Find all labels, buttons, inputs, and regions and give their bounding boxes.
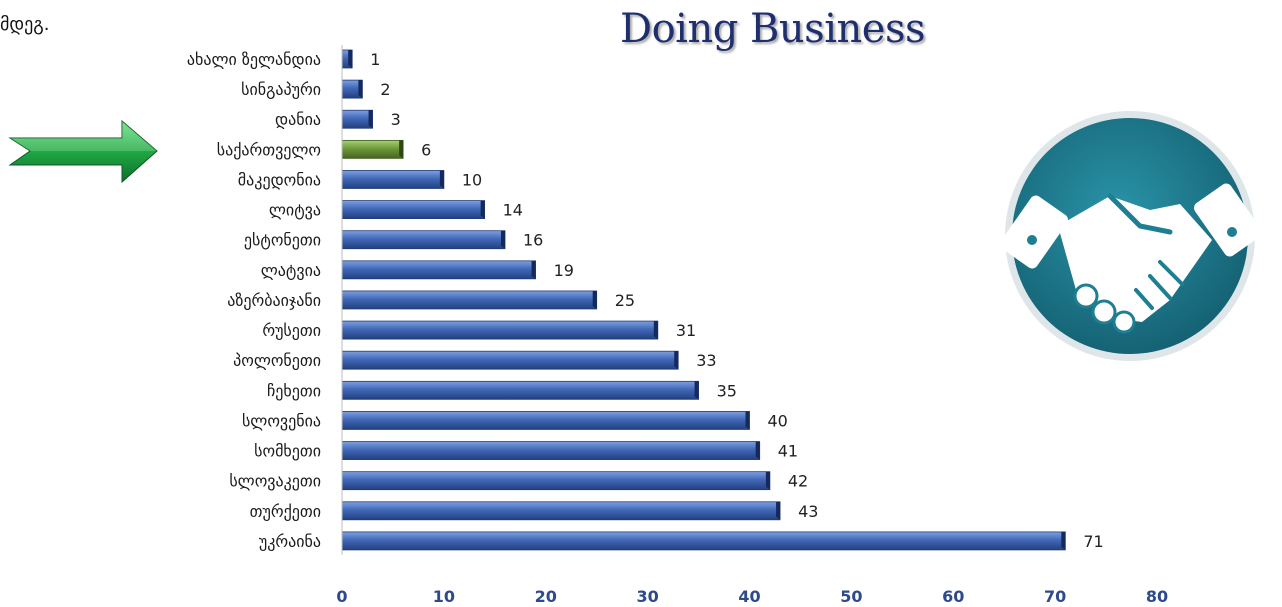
value-label: 2	[380, 80, 390, 99]
category-label: მაკედონია	[238, 170, 321, 189]
category-label: უკრაინა	[259, 532, 321, 551]
x-tick-label: 60	[942, 587, 964, 606]
bar-end-bevel	[368, 110, 373, 129]
bar-17	[341, 531, 1066, 551]
x-tick-label: 0	[336, 587, 347, 606]
bar-13	[341, 411, 750, 430]
x-tick-label: 40	[738, 587, 760, 606]
handshake-icon	[999, 111, 1263, 361]
category-labels: ახალი ზელანდია სინგაპური დანია საქართველო მა…	[187, 50, 321, 551]
category-label: რუსეთი	[262, 321, 321, 340]
value-label: 40	[768, 411, 788, 430]
bar-7	[341, 230, 506, 250]
bar-end-bevel	[439, 170, 444, 189]
bar-9	[341, 290, 598, 310]
category-label: პოლონეთი	[233, 351, 321, 370]
bar-12	[341, 380, 699, 400]
bar-end-bevel	[348, 50, 353, 68]
category-label: სომხეთი	[254, 442, 321, 461]
category-label: ახალი ზელანდია	[187, 50, 321, 69]
category-label: ჩეხეთი	[267, 381, 321, 400]
value-label: 31	[676, 321, 696, 340]
value-label: 19	[554, 261, 574, 280]
value-label: 1	[370, 50, 380, 69]
bar-end-bevel	[592, 290, 597, 309]
bar-end-bevel	[1061, 531, 1066, 550]
x-tick-label: 70	[1044, 587, 1066, 606]
category-label: თურქეთი	[250, 502, 321, 521]
bar-end-bevel	[531, 260, 536, 279]
value-label: 41	[778, 442, 798, 461]
bar-end-bevel	[480, 200, 485, 219]
bar-end-bevel	[694, 381, 699, 400]
x-tick-label: 10	[433, 587, 455, 606]
bar-16	[341, 501, 781, 521]
bar-end-bevel	[765, 471, 770, 490]
value-label: 6	[421, 140, 431, 159]
bar-end-bevel	[745, 411, 750, 430]
bar-end-bevel	[358, 80, 363, 99]
value-label: 71	[1083, 532, 1103, 551]
x-tick-label: 30	[636, 587, 658, 606]
bar-3	[341, 109, 373, 129]
value-label: 25	[615, 291, 635, 310]
bar-end-bevel	[399, 140, 404, 159]
value-label: 42	[788, 472, 808, 491]
bars-group	[341, 49, 1066, 551]
right-arrow-icon	[8, 119, 158, 184]
x-tick-label: 20	[535, 587, 557, 606]
x-tick-label: 50	[840, 587, 862, 606]
page-title: Doing Business	[620, 6, 926, 52]
category-label: საქართველო	[217, 140, 321, 159]
category-label: ლატვია	[261, 261, 321, 280]
bar-8	[341, 260, 536, 280]
value-label: 3	[391, 110, 401, 129]
bar-15	[341, 471, 771, 491]
category-label: დანია	[275, 110, 321, 129]
value-label: 14	[503, 201, 523, 220]
top-text-fragment: მდეგ.	[0, 14, 50, 35]
value-label: 10	[462, 170, 482, 189]
bar-10	[341, 320, 659, 340]
bar-5	[341, 170, 445, 189]
bar-highlighted	[341, 139, 404, 159]
category-label: სლოვენია	[242, 411, 321, 430]
bar-end-bevel	[501, 230, 505, 249]
value-label: 16	[523, 231, 543, 250]
bar-end-bevel	[674, 351, 679, 370]
category-label: სინგაპური	[241, 80, 321, 99]
bar-14	[341, 441, 761, 460]
x-axis-ticks: 0 10 20 30 40 50 60 70 80	[336, 587, 1168, 606]
bar-11	[341, 350, 679, 370]
category-label: სლოვაკეთი	[229, 472, 321, 491]
x-tick-label: 80	[1146, 587, 1168, 606]
value-label: 35	[717, 381, 737, 400]
bar-end-bevel	[653, 321, 658, 340]
value-label: 43	[798, 502, 818, 521]
category-label: ესტონეთი	[244, 231, 321, 250]
value-label: 33	[696, 351, 716, 370]
bar-end-bevel	[776, 501, 781, 520]
category-label: ლიტვა	[269, 201, 321, 220]
bar-end-bevel	[755, 441, 760, 460]
bar-6	[341, 200, 486, 220]
category-label: აზერბაიჯანი	[227, 291, 321, 310]
